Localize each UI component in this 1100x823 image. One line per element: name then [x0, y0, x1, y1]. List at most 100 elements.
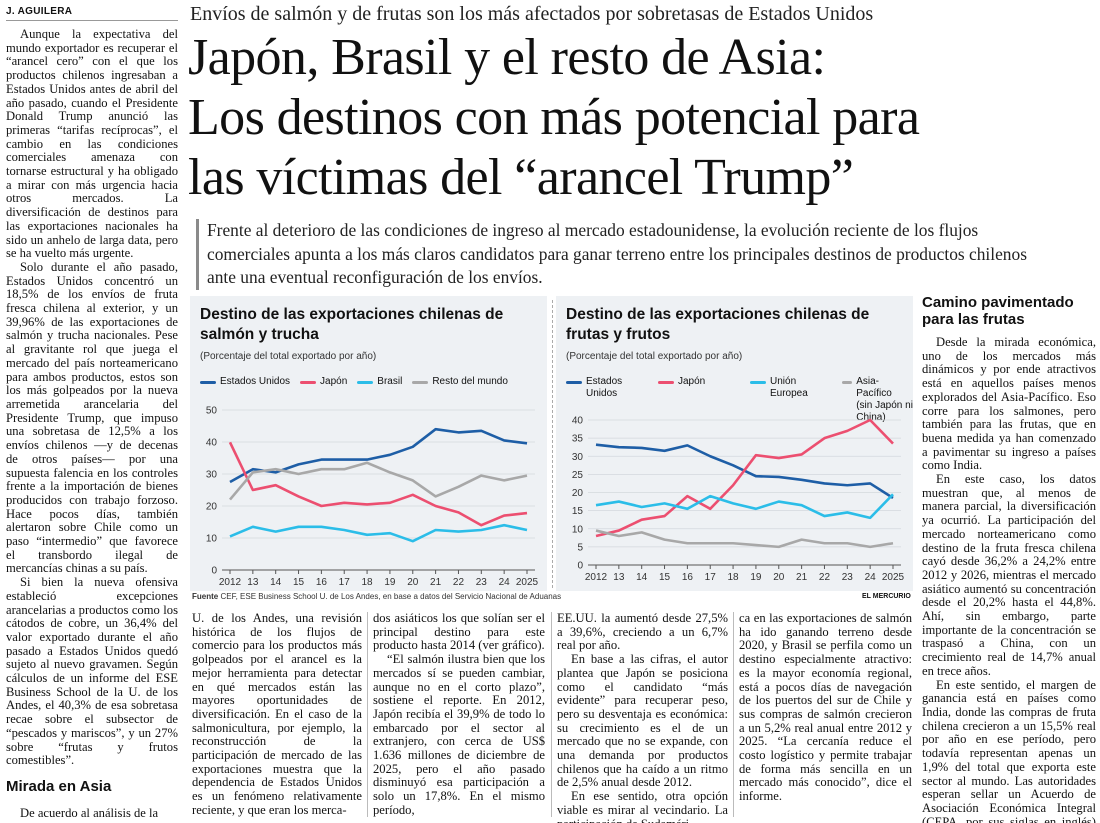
body-column: EE.UU. la aumentó desde 27,5% a 39,6%, c…	[557, 612, 728, 823]
y-tick-label: 0	[577, 561, 583, 572]
x-tick-label: 2012	[585, 572, 608, 583]
paragraph: Desde la mirada económica, uno de los me…	[922, 335, 1096, 473]
subhead: Mirada en Asia	[6, 777, 112, 795]
legend-swatch	[200, 381, 216, 384]
x-tick-label: 17	[339, 577, 351, 588]
x-tick-label: 20	[773, 572, 785, 583]
legend-label: Resto del mundo	[432, 376, 508, 387]
paragraph: “El salmón ilustra bien que los mercados…	[373, 652, 545, 817]
legend-label: Brasil	[377, 376, 403, 387]
chart-subtitle: (Porcentaje del total exportado por año)	[200, 351, 377, 362]
headline-line: Los destinos con más potencial para	[188, 89, 920, 146]
legend-text: Estados Unidos	[586, 376, 648, 400]
series-line	[228, 441, 528, 527]
kicker: Envíos de salmón y de frutas son los más…	[190, 3, 874, 25]
x-tick-label: 24	[499, 577, 511, 588]
body-column: ca en las exportaciones de salmón ha ido…	[739, 612, 912, 823]
x-tick-label: 13	[613, 572, 625, 583]
deck: Frente al deterioro de las condiciones d…	[196, 219, 1041, 290]
x-tick-label: 24	[865, 572, 877, 583]
legend-swatch	[412, 381, 429, 384]
legend-label: Japón	[678, 376, 706, 387]
legend: Estados Unidos Japón Brasil Resto del mundo	[200, 376, 508, 388]
x-tick-label: 22	[453, 577, 465, 588]
x-tick-label: 21	[796, 572, 808, 583]
y-tick-label: 40	[206, 438, 218, 449]
x-tick-label: 18	[362, 577, 374, 588]
credit: EL MERCURIO	[862, 593, 911, 600]
divider	[551, 612, 552, 817]
legend-label: Japón	[320, 376, 348, 387]
legend-item: Estados Unidos	[566, 376, 648, 424]
y-tick-label: 35	[572, 434, 584, 445]
x-tick-label: 16	[682, 572, 694, 583]
right-column: Camino pavimentado para las frutas Desde …	[922, 294, 1096, 823]
left-column: Aunque la expectativa del mundo exportad…	[6, 28, 178, 823]
headline-line: las víctimas del “arancel Trump”	[188, 149, 854, 206]
x-tick-label: 23	[842, 572, 854, 583]
legend-label: Asia-Pacífico	[856, 376, 892, 399]
chart-panel: Destino de las exportaciones chilenas de…	[190, 296, 547, 591]
y-tick-label: 5	[577, 542, 583, 553]
legend-label: Unión Europea	[770, 376, 808, 399]
x-tick-label: 18	[728, 572, 740, 583]
legend-text: Resto del mundo	[432, 376, 508, 388]
body-column: dos asiáticos los que solían ser el prin…	[373, 612, 545, 823]
y-tick-label: 30	[572, 452, 584, 463]
headline-line: Japón, Brasil y el resto de Asia:	[188, 29, 826, 86]
legend-item: Estados Unidos	[200, 376, 290, 388]
x-tick-label: 17	[705, 572, 717, 583]
x-tick-label: 14	[636, 572, 648, 583]
series-line	[595, 529, 894, 549]
y-tick-label: 50	[206, 406, 218, 417]
paragraph: Si bien la nueva ofensiva estableció exc…	[6, 575, 178, 768]
legend-text: Estados Unidos	[220, 376, 290, 388]
x-tick-label: 23	[476, 577, 488, 588]
chart: 0 10 20 30 40 50 2012 13 14 15 16 17 18 19 20 21 22 23 24 2…	[206, 406, 539, 589]
divider	[552, 300, 554, 588]
column-heading: Camino pavimentado para las frutas	[922, 294, 1074, 328]
paragraph: EE.UU. la aumentó desde 27,5% a 39,6%, c…	[557, 612, 728, 653]
x-tick-label: 20	[407, 577, 419, 588]
chart-panel: Destino de las exportaciones chilenas de…	[556, 296, 913, 591]
legend-swatch	[357, 381, 374, 384]
body-column: U. de los Andes, una revisión histórica …	[192, 612, 362, 823]
y-tick-label: 10	[572, 524, 584, 535]
x-tick-label: 19	[384, 577, 396, 588]
paragraph: En ese sentido, otra opción viable es mi…	[557, 789, 728, 823]
chart-subtitle: (Porcentaje del total exportado por año)	[566, 351, 743, 362]
byline: J. AGUILERA	[6, 6, 178, 21]
legend-item: Asia-Pacífico (sin Japón ni China)	[842, 376, 913, 424]
legend-text: Brasil	[377, 376, 402, 388]
headline: Japón, Brasil y el resto de Asia: Los des…	[188, 28, 920, 208]
legend-swatch	[750, 381, 766, 384]
legend-item: Unión Europea	[750, 376, 832, 424]
legend-swatch	[658, 381, 674, 384]
paragraph: De acuerdo al análisis de la	[20, 805, 159, 820]
source: Fuente CEF, ESE Business School U. de Lo…	[192, 592, 561, 601]
legend-item: Brasil	[357, 376, 402, 388]
x-tick-label: 16	[316, 577, 328, 588]
legend-text: Unión Europea	[770, 376, 832, 400]
series-line	[229, 523, 528, 543]
divider	[367, 612, 368, 817]
legend-text: Japón	[320, 376, 347, 388]
paragraph: En este sentido, el margen de ganancia e…	[922, 677, 1096, 823]
x-tick-label: 13	[247, 577, 259, 588]
y-tick-label: 20	[572, 488, 584, 499]
legend: Estados Unidos Japón Unión Europea Asia-Pac…	[566, 376, 913, 424]
legend-text: Japón	[678, 376, 740, 388]
paragraph: U. de los Andes, una revisión histórica …	[192, 612, 362, 817]
x-tick-label: 2012	[219, 577, 242, 588]
legend-swatch	[842, 381, 853, 384]
legend-label: Estados Unidos	[220, 376, 291, 387]
paragraph: ca en las exportaciones de salmón ha ido…	[739, 612, 912, 804]
series-line	[595, 493, 894, 520]
chart-title: Destino de las exportaciones chilenas de…	[566, 306, 870, 343]
y-tick-label: 0	[211, 566, 217, 577]
source-text: CEF, ESE Business School U. de Los Andes…	[220, 592, 562, 601]
x-tick-label: 21	[430, 577, 442, 588]
legend-item: Japón	[300, 376, 347, 388]
